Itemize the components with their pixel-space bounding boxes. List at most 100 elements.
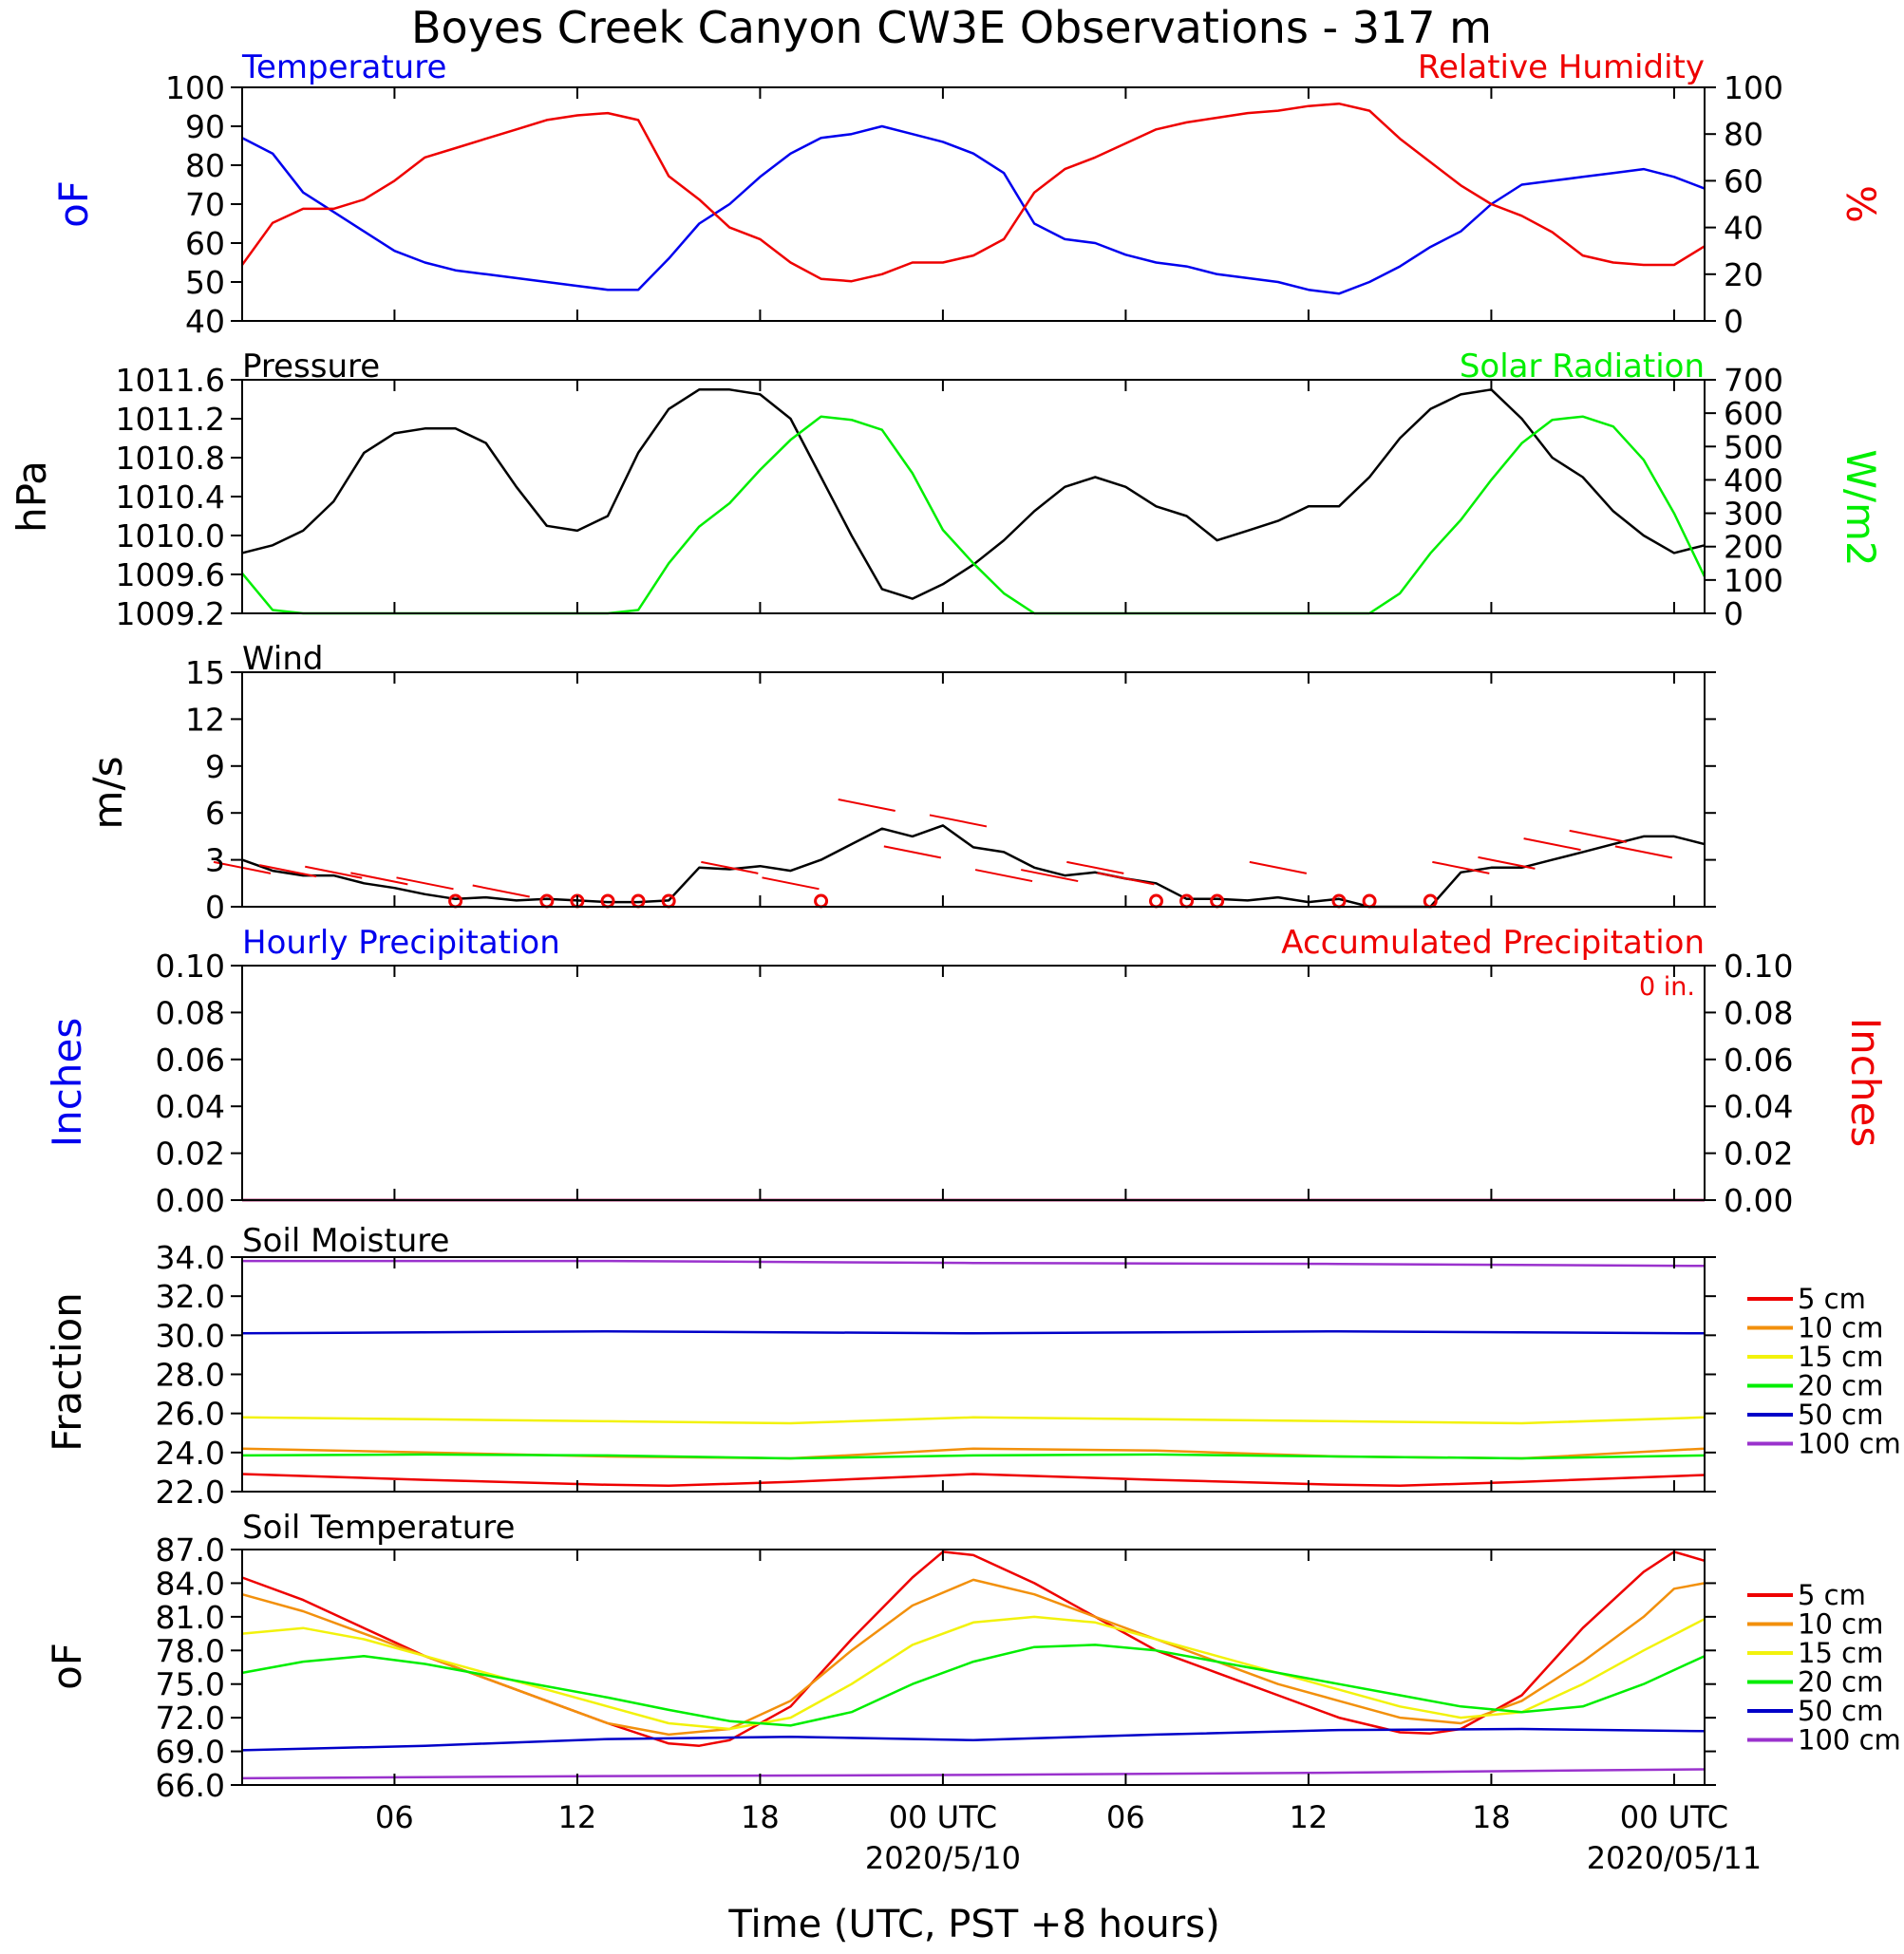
y-tick-label-left: 24.0 bbox=[156, 1435, 225, 1472]
y-tick-label-right: 20 bbox=[1724, 256, 1763, 293]
panel-pressure-solar: 1009.21009.61010.01010.41010.81011.21011… bbox=[116, 362, 1783, 632]
y-tick-label-left: 66.0 bbox=[156, 1767, 225, 1804]
y-tick-label-left: 1011.6 bbox=[116, 362, 225, 399]
y-tick-label-left: 26.0 bbox=[156, 1396, 225, 1433]
panel3-ylabel-left: m/s bbox=[85, 757, 131, 830]
wind-barb bbox=[1478, 855, 1536, 870]
series-line-10cm bbox=[241, 1578, 1706, 1737]
y-tick-label-left: 32.0 bbox=[156, 1278, 225, 1315]
wind-barb bbox=[258, 864, 317, 878]
y-tick-label-left: 9 bbox=[205, 748, 225, 785]
wind-barb bbox=[1432, 860, 1490, 874]
y-tick-label-left: 50 bbox=[185, 264, 225, 301]
wind-barb bbox=[701, 860, 759, 874]
legend-label: 20 cm bbox=[1798, 1370, 1883, 1402]
wind-barb bbox=[1569, 829, 1627, 843]
panel-precipitation: 0.00 0.02 0.04 0.06 0.08 0.10 0.00 0.02 0.04 0.06… bbox=[156, 948, 1794, 1219]
series-line-50cm bbox=[241, 1329, 1706, 1335]
y-tick-label-right: 600 bbox=[1724, 395, 1783, 432]
x-date-label: 2020/05/11 bbox=[1587, 1840, 1762, 1876]
legend-label: 20 cm bbox=[1798, 1666, 1883, 1699]
wind-barb bbox=[1249, 860, 1308, 874]
panel1-ylabel-right: % bbox=[1838, 185, 1884, 223]
y-tick-label-left: 70 bbox=[185, 186, 225, 223]
y-tick-label-left: 22.0 bbox=[156, 1474, 225, 1511]
panel2-ylabel-right: W/m2 bbox=[1838, 449, 1884, 566]
y-tick-label-left: 0.04 bbox=[156, 1088, 225, 1125]
panel4-left-title: Hourly Precipitation bbox=[242, 924, 560, 962]
y-tick-label-right: 0 bbox=[1724, 303, 1744, 340]
x-tick-label: 12 bbox=[1290, 1799, 1329, 1835]
series-line-0 bbox=[241, 124, 1706, 295]
series-line-15cm bbox=[241, 1416, 1706, 1425]
legend-label: 100 cm bbox=[1798, 1724, 1901, 1757]
wind-barb bbox=[1523, 837, 1581, 852]
wind-barb bbox=[1066, 860, 1124, 874]
panel6-ylabel-left: oF bbox=[44, 1643, 90, 1690]
y-tick-label-left: 0.08 bbox=[156, 994, 225, 1031]
panel2-ylabel-left: hPa bbox=[9, 460, 55, 533]
y-tick-label-right: 0 bbox=[1724, 595, 1744, 632]
y-tick-label-left: 80 bbox=[185, 147, 225, 184]
y-tick-label-left: 1010.4 bbox=[116, 479, 225, 516]
panel4-ylabel-left: Inches bbox=[44, 1018, 90, 1147]
panel1-right-title: Relative Humidity bbox=[1418, 48, 1705, 86]
panel6-left-title: Soil Temperature bbox=[242, 1509, 515, 1547]
y-tick-label-left: 15 bbox=[185, 654, 225, 691]
y-tick-label-left: 0.02 bbox=[156, 1136, 225, 1173]
panel4-ylabel-right: Inches bbox=[1842, 1018, 1889, 1147]
legend-label: 5 cm bbox=[1798, 1283, 1866, 1315]
y-tick-label-left: 1010.8 bbox=[116, 440, 225, 477]
y-tick-label-right: 0.10 bbox=[1724, 948, 1793, 985]
legend-label: 100 cm bbox=[1798, 1428, 1901, 1460]
series-line-15cm bbox=[241, 1615, 1706, 1731]
x-tick-label: 06 bbox=[1106, 1799, 1145, 1835]
y-tick-label-right: 0.06 bbox=[1724, 1042, 1793, 1079]
y-tick-label-right: 500 bbox=[1724, 428, 1783, 465]
y-tick-label-left: 75.0 bbox=[156, 1666, 225, 1703]
y-tick-label-left: 69.0 bbox=[156, 1734, 225, 1771]
legend-label: 10 cm bbox=[1798, 1312, 1883, 1344]
wind-barb bbox=[883, 845, 942, 859]
series-line-20cm bbox=[241, 1453, 1706, 1460]
series-line-1 bbox=[240, 102, 1706, 283]
y-tick-label-right: 200 bbox=[1724, 529, 1783, 566]
y-tick-label-right: 80 bbox=[1724, 116, 1763, 153]
x-tick-label: 00 UTC bbox=[889, 1799, 997, 1835]
wind-barb bbox=[838, 798, 895, 812]
y-tick-label-left: 34.0 bbox=[156, 1239, 225, 1276]
y-tick-label-left: 87.0 bbox=[156, 1531, 225, 1569]
y-tick-label-right: 700 bbox=[1724, 362, 1783, 399]
y-tick-label-left: 6 bbox=[205, 795, 225, 832]
panel1-ylabel-left: oF bbox=[50, 180, 97, 228]
legend-label: 15 cm bbox=[1798, 1341, 1883, 1373]
y-tick-label-left: 12 bbox=[185, 701, 225, 738]
wind-barb bbox=[929, 814, 988, 828]
panel5-ylabel-left: Fraction bbox=[44, 1292, 90, 1452]
wind-barb bbox=[762, 876, 820, 891]
wind-barb bbox=[472, 884, 530, 898]
series-line-100cm bbox=[242, 1259, 1706, 1268]
y-tick-label-left: 0.06 bbox=[156, 1042, 225, 1079]
y-tick-label-left: 78.0 bbox=[156, 1632, 225, 1669]
x-tick-label: 06 bbox=[375, 1799, 414, 1835]
wind-barb bbox=[350, 872, 408, 886]
y-tick-label-left: 30.0 bbox=[156, 1317, 225, 1354]
y-tick-label-right: 0.00 bbox=[1724, 1182, 1793, 1219]
y-tick-label-right: 300 bbox=[1724, 496, 1783, 533]
y-tick-label-right: 0.04 bbox=[1724, 1088, 1793, 1125]
y-tick-label-right: 400 bbox=[1724, 461, 1783, 498]
y-tick-label-left: 81.0 bbox=[156, 1599, 225, 1636]
panel-frame bbox=[241, 1549, 1706, 1786]
legend-label: 10 cm bbox=[1798, 1608, 1883, 1641]
y-tick-label-right: 0.02 bbox=[1724, 1136, 1793, 1173]
y-tick-label-left: 60 bbox=[185, 225, 225, 262]
legend-label: 5 cm bbox=[1798, 1579, 1866, 1611]
y-tick-label-left: 3 bbox=[205, 842, 225, 879]
wind-barb bbox=[1614, 845, 1673, 859]
x-date-label: 2020/5/10 bbox=[865, 1840, 1021, 1876]
series-line-100cm bbox=[241, 1768, 1706, 1780]
